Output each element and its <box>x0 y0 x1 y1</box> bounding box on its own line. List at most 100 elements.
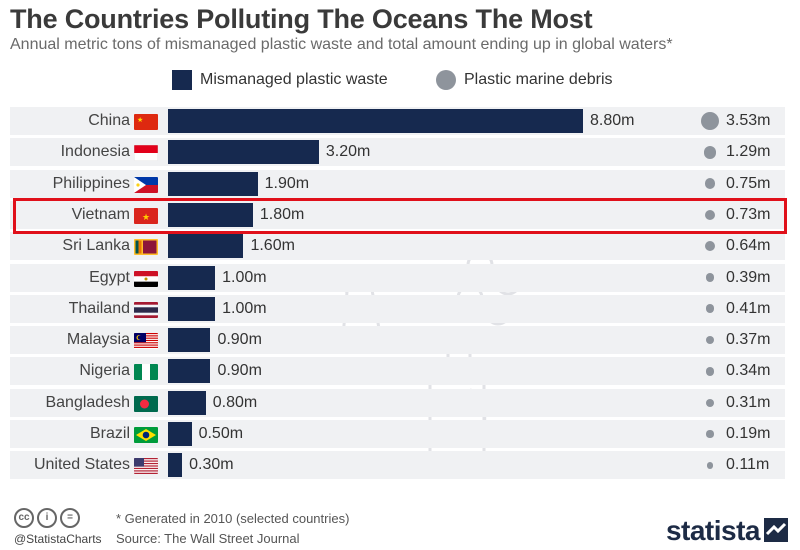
waste-bar <box>168 359 211 384</box>
country-label: China <box>88 112 130 129</box>
chart-subtitle: Annual metric tons of mismanaged plastic… <box>10 36 673 53</box>
waste-bar <box>168 296 216 321</box>
waste-value-label: 1.80m <box>259 205 305 223</box>
table-row: Thailand 1.00m 0.41m <box>10 294 785 323</box>
nigeria-flag-icon <box>134 364 158 381</box>
table-row: Indonesia 3.20m 1.29m <box>10 138 785 167</box>
debris-value-label: 1.29m <box>726 143 771 161</box>
debris-value-label: 0.64m <box>726 237 771 255</box>
debris-value-label: 3.53m <box>726 112 771 129</box>
waste-bar <box>168 109 583 133</box>
debris-value-label: 0.34m <box>726 362 771 380</box>
malaysia-flag-icon <box>134 333 158 350</box>
thailand-flag-icon <box>134 301 158 318</box>
waste-bar <box>168 328 211 353</box>
country-label: Egypt <box>89 268 130 286</box>
legend-dot-icon <box>436 70 456 90</box>
debris-dot <box>705 367 715 376</box>
table-row: Egypt 1.00m 0.39m <box>10 263 785 292</box>
philippines-flag-icon <box>134 176 158 193</box>
waste-bar <box>168 140 319 165</box>
waste-bar <box>168 453 183 478</box>
no-derivatives-icon: = <box>60 508 80 528</box>
brazil-flag-icon <box>134 427 158 443</box>
indonesia-flag-icon <box>134 145 158 162</box>
egypt-flag-icon <box>134 270 158 287</box>
table-row: Vietnam ★ 1.80m 0.73m <box>10 200 785 229</box>
table-row: China ★ 8.80m 3.53m <box>10 107 785 135</box>
waste-value-label: 0.50m <box>198 425 244 442</box>
statista-logo-text: statista <box>665 515 761 546</box>
waste-bar <box>168 390 206 415</box>
country-label: Brazil <box>89 425 130 442</box>
debris-dot <box>706 462 714 469</box>
statista-logo-icon <box>764 518 788 542</box>
waste-value-label: 0.90m <box>217 331 262 349</box>
debris-dot <box>704 209 716 221</box>
legend-waste-label: Mismanaged plastic waste <box>200 71 388 88</box>
debris-dot <box>704 178 716 189</box>
waste-value-label: 1.00m <box>222 299 267 317</box>
country-label: Vietnam <box>71 205 130 223</box>
cc-icon: cc <box>14 508 34 528</box>
source-note: Source: The Wall Street Journal <box>116 531 300 546</box>
country-label: Philippines <box>52 174 130 192</box>
license-icons: cc i = <box>14 508 80 528</box>
vietnam-highlight-box <box>13 198 787 234</box>
waste-value-label: 0.30m <box>189 456 234 474</box>
country-label: United States <box>33 456 130 474</box>
legend-item-waste: Mismanaged plastic waste <box>172 70 388 90</box>
waste-bar <box>168 422 192 446</box>
country-label: Sri Lanka <box>62 237 130 255</box>
debris-value-label: 0.37m <box>726 331 771 349</box>
waste-value-label: 1.60m <box>250 237 295 255</box>
vietnam-flag-icon: ★ <box>134 207 158 224</box>
table-row: Bangladesh 0.80m 0.31m <box>10 388 785 417</box>
debris-value-label: 0.19m <box>726 425 771 442</box>
waste-value-label: 8.80m <box>590 112 635 129</box>
country-label: Thailand <box>68 299 130 317</box>
debris-dot <box>705 241 715 252</box>
united-states-flag-icon <box>134 458 158 475</box>
debris-dot <box>706 430 714 438</box>
debris-value-label: 0.73m <box>726 205 771 223</box>
country-label: Indonesia <box>60 143 130 161</box>
debris-value-label: 0.39m <box>726 268 771 286</box>
country-label: Nigeria <box>79 362 130 380</box>
waste-value-label: 0.90m <box>217 362 262 380</box>
debris-value-label: 0.31m <box>726 393 771 411</box>
table-row: Brazil 0.50m 0.19m <box>10 420 785 448</box>
legend-debris-label: Plastic marine debris <box>464 71 613 88</box>
waste-value-label: 3.20m <box>325 143 371 161</box>
legend-square-icon <box>172 70 192 90</box>
bangladesh-flag-icon <box>134 395 158 412</box>
svg-text:★: ★ <box>142 212 150 222</box>
chart-title: The Countries Polluting The Oceans The M… <box>10 4 593 34</box>
table-row: Malaysia 0.90m 0.37m <box>10 326 785 355</box>
waste-value-label: 1.90m <box>264 174 310 192</box>
table-row: United States 0.30m 0.11m <box>10 451 785 480</box>
table-row: Philippines 1.90m 0.75m <box>10 169 785 198</box>
waste-bar <box>168 202 253 227</box>
debris-value-label: 0.75m <box>726 174 771 192</box>
debris-dot <box>705 398 715 407</box>
legend: Mismanaged plastic waste Plastic marine … <box>0 70 800 96</box>
waste-value-label: 1.00m <box>222 268 267 286</box>
debris-dot <box>703 146 717 159</box>
footnote: * Generated in 2010 (selected countries) <box>116 511 350 526</box>
debris-dot <box>705 335 715 345</box>
waste-bar <box>168 234 244 259</box>
country-label: Malaysia <box>66 331 130 349</box>
twitter-handle: @StatistaCharts <box>14 532 102 546</box>
sri-lanka-flag-icon <box>134 239 158 256</box>
debris-dot <box>705 273 715 282</box>
debris-value-label: 0.41m <box>726 299 771 317</box>
waste-bar <box>168 265 216 290</box>
waste-bar <box>168 171 258 196</box>
waste-value-label: 0.80m <box>212 393 258 411</box>
table-row: Nigeria 0.90m 0.34m <box>10 357 785 386</box>
debris-dot <box>701 112 719 130</box>
debris-value-label: 0.11m <box>726 456 770 474</box>
debris-dot <box>705 304 715 314</box>
country-label: Bangladesh <box>45 393 130 411</box>
